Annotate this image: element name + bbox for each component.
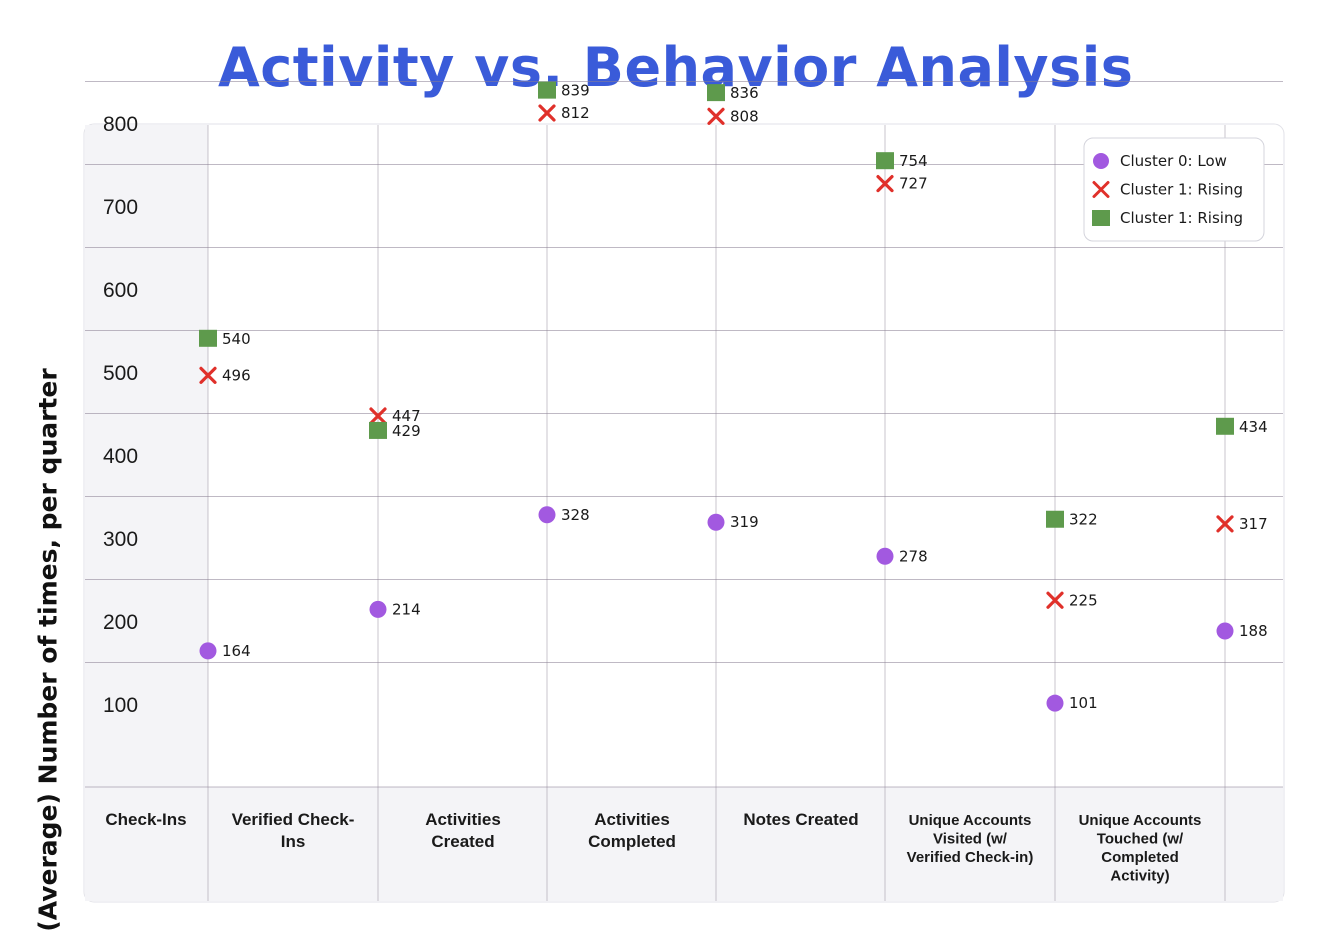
y-tick-label: 200 [103,611,138,634]
legend-box [1083,137,1265,242]
category-label: Unique Accounts Touched (w/Completed Activ… [1079,812,1202,885]
point-cluster0 [369,600,387,618]
point-cluster1-square [1216,417,1234,435]
data-label: 836 [730,84,759,102]
data-label: 754 [899,152,928,170]
y-ticks: 100 200 300 400 500 600 700 800 [103,113,138,717]
y-tick-label: 500 [103,362,138,385]
legend: Cluster 0: Low Cluster 1: Rising Cluster 1… [1083,137,1265,242]
y-tick-label: 600 [103,279,138,302]
data-label: 434 [1239,418,1268,436]
category-label: Notes Created [743,810,858,829]
data-label: 429 [392,422,421,440]
y-tick-label: 300 [103,528,138,551]
point-cluster1-x [707,107,725,125]
data-label: 101 [1069,694,1098,712]
data-label: 727 [899,175,928,193]
legend-marker-x [1092,181,1110,198]
legend-entry: Cluster 1: Rising [1120,209,1243,227]
legend-marker-circle [1093,153,1109,169]
data-label: 164 [222,642,251,660]
data-label: 328 [561,506,590,524]
legend-marker-square [1092,210,1110,226]
data-points: 164 214 328 319 278 101 188 496 447 812 808 727 225 3… [199,81,1268,712]
legend-entry: Cluster 0: Low [1120,152,1227,170]
data-label: 496 [222,366,251,384]
data-label: 278 [899,547,928,565]
category-label: Unique Accounts Visited (w/Verified Check… [907,812,1034,866]
plot-frame [83,123,1285,903]
chart-title: Activity vs. Behavior Analysis [218,36,1134,99]
data-label: 447 [392,407,421,425]
data-label: 839 [561,82,590,100]
y-tick-column [85,125,208,787]
data-label: 225 [1069,591,1098,609]
data-label: 214 [392,600,421,618]
data-label: 322 [1069,511,1098,529]
point-cluster1-x [369,407,387,425]
point-cluster0 [538,506,556,524]
data-label: 812 [561,104,590,122]
point-cluster1-square [876,152,894,170]
data-label: 188 [1239,622,1268,640]
legend-entry: Cluster 1: Rising [1120,181,1243,199]
category-label: Activities Created [425,810,501,851]
point-cluster1-x [199,366,217,384]
category-label: Verified Check-Ins [232,810,355,851]
point-cluster0 [199,642,217,660]
data-label: 808 [730,107,759,125]
y-tick-label: 100 [103,694,138,717]
category-label: Activities Completed [588,810,676,851]
y-tick-label: 800 [103,113,138,136]
point-cluster1-x [876,174,894,193]
point-cluster1-square [538,81,556,99]
point-cluster1-square [1046,510,1064,528]
point-cluster1-square [369,421,387,439]
point-cluster0 [876,547,894,565]
category-label: Check-Ins [105,810,186,829]
point-cluster0 [1216,622,1234,640]
grid [85,81,1283,901]
y-tick-label: 400 [103,445,138,468]
data-label: 317 [1239,515,1268,533]
point-cluster1-x [1216,515,1234,533]
data-label: 319 [730,513,759,531]
y-tick-label: 700 [103,196,138,219]
point-cluster1-x [538,104,556,122]
point-cluster0 [1046,694,1064,712]
point-cluster1-square [707,84,725,102]
category-row [85,787,1283,901]
point-cluster1-x [1046,591,1064,609]
point-cluster0 [707,513,725,531]
data-label: 540 [222,330,251,348]
point-cluster1-square [199,329,217,347]
x-categories: Check-Ins Verified Check-Ins Activities Cre… [105,810,1201,885]
